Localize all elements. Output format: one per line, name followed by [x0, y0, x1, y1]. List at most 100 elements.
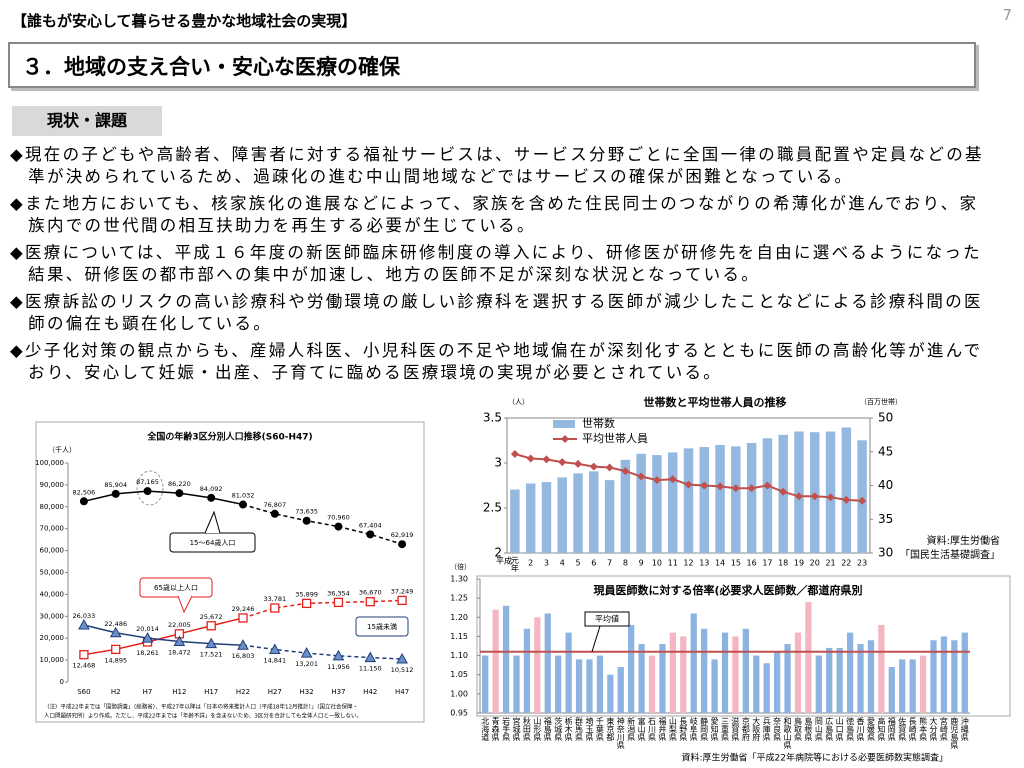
reference-label: 平均値	[595, 614, 619, 624]
bar	[940, 636, 948, 713]
bar	[825, 431, 836, 553]
bar	[762, 438, 773, 553]
y-tick-label: 3	[494, 456, 502, 470]
chart-frame	[476, 575, 1011, 717]
point	[526, 454, 535, 463]
y2-tick-label: 45	[878, 444, 893, 458]
bar	[690, 613, 697, 713]
x-tick-label: 11	[668, 559, 678, 568]
point	[668, 475, 677, 484]
data-label: 25,672	[200, 613, 223, 621]
data-label: 67,404	[359, 521, 382, 529]
footnote: （注）平成22年までは「国勢調査」（総務省）、平成27年以降は「日本の将来推計人…	[44, 703, 358, 711]
data-label: 37,249	[391, 587, 414, 595]
point	[794, 492, 803, 501]
bar	[573, 473, 583, 553]
x-tick-label: 15	[731, 559, 741, 568]
series-line	[83, 624, 244, 646]
x-tick-label: 千葉県	[595, 716, 604, 742]
source: 「国民生活基礎調査」	[900, 548, 1000, 561]
x-tick-label: 埼玉県	[585, 716, 594, 742]
bar	[846, 632, 854, 713]
y-tick-label: 1.05	[450, 670, 468, 679]
callout-pointer	[204, 510, 221, 534]
bar	[604, 480, 615, 553]
point	[111, 489, 120, 498]
x-tick-label: H37	[331, 688, 345, 696]
y-tick-label: 70,000	[40, 525, 65, 533]
data-label: 11,150	[359, 665, 382, 673]
x-tick-label: 鹿児島県	[950, 716, 959, 750]
x-tick-label: 6	[591, 559, 596, 568]
data-label: 11,956	[327, 663, 350, 671]
chart-title: 全国の年齢3区分別人口推移(S60-H47)	[146, 431, 312, 443]
bar	[774, 651, 781, 713]
point	[79, 497, 88, 506]
point	[621, 467, 630, 476]
callout-box	[584, 611, 630, 627]
x-tick-label: 島根県	[804, 716, 813, 742]
data-label: 87,165	[136, 478, 159, 486]
x-tick-label: 愛媛県	[866, 716, 875, 742]
x-tick-label: 新潟県	[627, 716, 636, 742]
x-tick-label: 鳥取県	[793, 716, 802, 742]
x-tick-label: 和歌山県	[783, 717, 792, 750]
y-tick-label: 0	[60, 678, 64, 686]
x-tick-label: 福岡県	[887, 717, 896, 742]
bar	[961, 632, 968, 713]
bar	[652, 455, 662, 553]
point	[779, 487, 788, 496]
bar	[805, 601, 812, 713]
data-label: 16,803	[232, 652, 255, 660]
x-tick-label: 青森県	[491, 716, 500, 742]
point	[301, 598, 312, 609]
x-tick-label: 秋田県	[522, 716, 531, 742]
y-tick-label: 100,000	[35, 459, 64, 467]
x-tick-label: 兵庫県	[762, 716, 771, 742]
y-tick-label: 2	[494, 546, 502, 560]
bar	[742, 628, 749, 713]
bar	[534, 617, 541, 713]
data-label: 10,512	[391, 666, 414, 674]
x-tick-label: 3	[544, 559, 549, 568]
bullet: ◆少子化対策の観点からも、産婦人科医、小児科医の不足や地域偏在が深刻化するととも…	[10, 341, 983, 382]
y-unit: （倍）	[450, 562, 471, 571]
title: ３．地域の支え合い・安心な医療の確保	[8, 42, 976, 88]
x-tick-label: 福島県	[543, 717, 552, 742]
data-label: 33,781	[263, 595, 286, 603]
data-label: 86,220	[168, 480, 191, 488]
y-tick-label: 90,000	[40, 481, 65, 489]
point	[270, 509, 279, 518]
series-line	[242, 599, 403, 619]
bar	[711, 659, 718, 713]
bar	[482, 655, 489, 713]
y-tick-label: 50,000	[40, 569, 65, 577]
series-line	[83, 490, 244, 506]
x-tick-label: 徳島県	[846, 716, 855, 742]
point	[175, 489, 184, 498]
bar	[930, 640, 937, 713]
bar	[909, 659, 916, 713]
data-label: 12,468	[73, 662, 96, 670]
legend-marker	[561, 435, 569, 443]
x-tick-label: 静岡県	[700, 716, 709, 742]
series-line	[83, 617, 244, 656]
x-tick-label: 大分県	[929, 716, 938, 742]
x-tick-label: 10	[652, 559, 662, 568]
y2-tick-label: 30	[878, 546, 893, 560]
bar	[721, 632, 729, 713]
x-tick-label: 4	[560, 559, 565, 568]
bar	[680, 636, 687, 713]
x-tick-label: 12	[683, 559, 693, 568]
x-tick-label: H47	[395, 688, 409, 696]
point	[270, 603, 280, 613]
bar	[715, 445, 725, 553]
bar	[867, 640, 875, 713]
bar	[510, 489, 520, 553]
callout-pointer	[177, 595, 193, 614]
bar	[784, 644, 791, 713]
y-tick-label: 1.20	[450, 613, 468, 622]
point	[542, 455, 551, 464]
x-tick-label: 山梨県	[668, 716, 677, 742]
x-tick-label: 群馬県	[575, 716, 584, 742]
